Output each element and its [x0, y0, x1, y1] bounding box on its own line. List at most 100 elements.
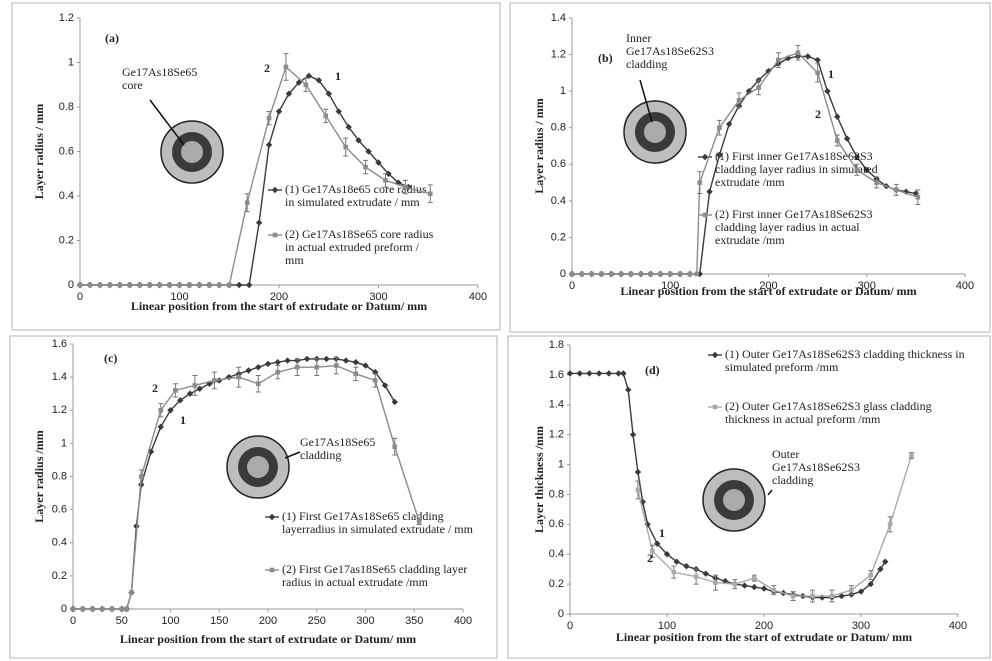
- data-point: [138, 474, 144, 479]
- data-point: [634, 468, 642, 476]
- data-point: [569, 271, 575, 277]
- legend-entry: (1) Outer Ge17As18Se62S3 cladding thickn…: [725, 348, 965, 374]
- annotation-box: 2: [815, 108, 821, 121]
- y-tick-label: 1: [61, 437, 67, 449]
- data-point: [771, 587, 776, 593]
- data-point: [819, 594, 826, 601]
- data-point: [853, 153, 861, 161]
- x-tick-label: 400: [949, 620, 967, 632]
- y-tick-label: 1.6: [52, 338, 67, 350]
- data-point: [716, 151, 723, 159]
- data-point: [147, 282, 152, 288]
- legend-entry-box: (1) First inner Ge17As18Se62S3 cladding …: [715, 150, 878, 189]
- data-point: [315, 77, 322, 84]
- data-point: [648, 271, 653, 277]
- data-point: [352, 359, 359, 366]
- data-point: [245, 367, 252, 374]
- data-point: [264, 360, 272, 368]
- y-tick-label: 0.4: [551, 195, 566, 207]
- y-tick-label: 0.6: [59, 145, 74, 157]
- annotation: 1: [828, 68, 834, 81]
- data-point: [776, 57, 781, 63]
- data-point: [244, 200, 250, 205]
- data-point: [726, 120, 733, 128]
- legend-marker: [701, 153, 709, 161]
- data-point: [137, 282, 142, 288]
- data-point: [667, 271, 673, 277]
- data-point: [751, 583, 758, 591]
- data-point: [814, 56, 821, 64]
- data-point: [609, 271, 614, 277]
- legend-marker: [712, 404, 718, 410]
- legend-entry: (2) First inner Ge17As18Se62S3 cladding …: [715, 208, 873, 247]
- annotation-box: (d): [645, 364, 660, 377]
- data-point: [325, 90, 332, 97]
- pointer-arrow: [767, 489, 773, 496]
- data-point: [97, 282, 103, 288]
- data-point: [854, 167, 860, 173]
- data-point: [576, 370, 583, 377]
- data-point: [599, 271, 604, 277]
- annotation: Outer Ge17As18Se62S3 cladding: [772, 448, 861, 487]
- data-point: [650, 548, 655, 554]
- data-point: [741, 582, 748, 589]
- data-point: [283, 64, 289, 70]
- data-point: [353, 371, 359, 377]
- x-tick-label: 200: [759, 280, 777, 292]
- data-point: [245, 281, 253, 289]
- y-tick-label: 0.4: [59, 190, 74, 202]
- annotation-box: 1: [180, 414, 186, 427]
- data-point: [385, 170, 392, 177]
- data-point: [391, 398, 398, 406]
- x-tick-label: 400: [454, 615, 472, 627]
- data-point: [225, 373, 233, 381]
- x-tick-label: 100: [661, 280, 679, 292]
- y-tick-label: 1: [558, 458, 564, 470]
- data-point: [255, 363, 262, 371]
- annotation: Inner Ge17As18Se62S3 cladding: [626, 32, 715, 71]
- y-tick-label: 1.6: [549, 369, 564, 381]
- y-tick-label: 0.2: [59, 234, 74, 246]
- annotation-box: (a): [105, 32, 119, 45]
- data-point: [671, 569, 677, 575]
- data-point: [147, 448, 155, 455]
- data-point: [589, 271, 594, 277]
- y-tick-label: 1.4: [549, 399, 564, 411]
- data-point: [285, 90, 293, 97]
- annotation-box: Ge17As18Se65 cladding: [300, 436, 375, 462]
- data-point: [226, 282, 232, 288]
- data-point: [838, 592, 845, 600]
- legend-entry: (1) Ge17As18e65 core radius in simulated…: [285, 183, 427, 209]
- data-point: [790, 593, 796, 599]
- data-point: [605, 370, 612, 377]
- x-axis-label: Linear position from the start of extrud…: [620, 284, 916, 298]
- x-axis-label: Linear position from the start of extrud…: [120, 632, 416, 646]
- data-point: [795, 50, 801, 56]
- data-point: [345, 123, 352, 131]
- x-tick-label: 0: [77, 291, 83, 303]
- annotation: (b): [598, 52, 613, 65]
- data-point: [265, 141, 273, 149]
- data-point: [236, 281, 243, 289]
- annotation: (d): [645, 364, 660, 377]
- fibre-core: [181, 141, 203, 163]
- data-point: [877, 565, 884, 573]
- data-point: [416, 518, 422, 524]
- legend-entry: (1) First inner Ge17As18Se62S3 cladding …: [715, 150, 878, 189]
- data-point: [722, 577, 729, 585]
- y-tick-label: 1.4: [551, 12, 566, 24]
- annotation: 1: [335, 70, 341, 83]
- data-point: [677, 271, 683, 277]
- data-point: [109, 606, 115, 612]
- panel-border: [11, 2, 501, 331]
- annotation: Ge17As18Se65 core: [122, 66, 198, 92]
- legend-marker: [271, 186, 279, 194]
- annotation-box: (b): [598, 52, 613, 65]
- x-axis-label: Linear position from the start of extrud…: [616, 630, 912, 644]
- data-point: [206, 380, 213, 387]
- data-point: [618, 271, 624, 277]
- data-point: [186, 390, 194, 397]
- y-tick-label: 1.8: [549, 339, 564, 351]
- annotation: 2: [647, 552, 653, 565]
- data-point: [829, 593, 835, 599]
